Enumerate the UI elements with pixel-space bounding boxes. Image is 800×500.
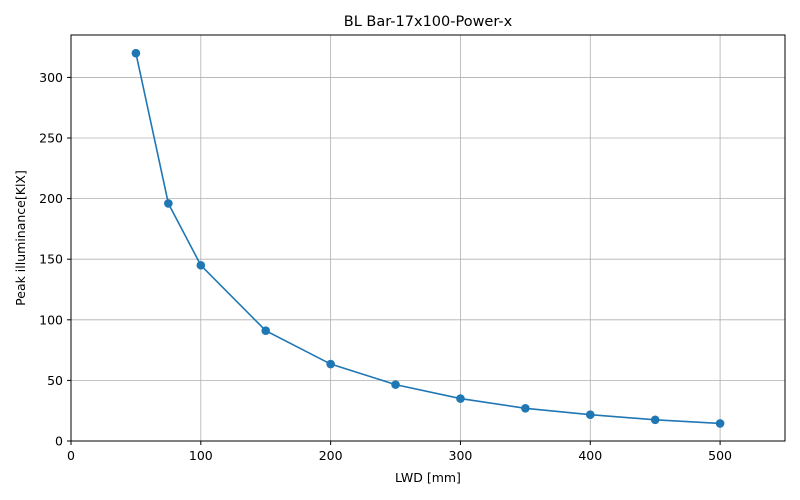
data-point [650, 415, 660, 425]
y-tick-label: 0 [55, 434, 63, 449]
x-tick-label: 100 [189, 448, 213, 463]
y-tick-label: 200 [39, 191, 63, 206]
data-point [391, 380, 400, 389]
x-axis-label: LWD [mm] [395, 470, 461, 485]
y-tick-label: 300 [39, 70, 63, 85]
chart-title: BL Bar-17x100-Power-x [344, 14, 513, 30]
data-point [456, 394, 465, 403]
x-tick-label: 300 [449, 448, 473, 463]
data-point [164, 199, 173, 208]
data-point [521, 403, 530, 413]
ticks: 0 100 200 300 400 500 0 50 100 150 200 250 300 [39, 70, 732, 463]
data-point [261, 326, 271, 336]
grid [70, 35, 785, 442]
y-tick-label: 100 [39, 312, 63, 327]
y-tick-label: 150 [39, 252, 63, 267]
x-tick-label: 500 [708, 448, 732, 463]
x-tick-label: 400 [578, 448, 602, 463]
y-tick-label: 50 [47, 373, 63, 388]
series-line [135, 53, 721, 425]
x-tick-label: 0 [67, 448, 75, 463]
data-point [326, 359, 335, 369]
series [131, 48, 725, 428]
x-tick-label: 200 [319, 448, 343, 463]
data-point [196, 260, 206, 270]
data-point [131, 48, 141, 58]
y-tick-label: 250 [39, 131, 63, 146]
data-point [715, 419, 725, 428]
plot-frame [70, 34, 786, 442]
y-axis-label: Peak illuminance[KlX] [13, 170, 28, 306]
data-point [585, 410, 595, 420]
axes [70, 34, 786, 442]
